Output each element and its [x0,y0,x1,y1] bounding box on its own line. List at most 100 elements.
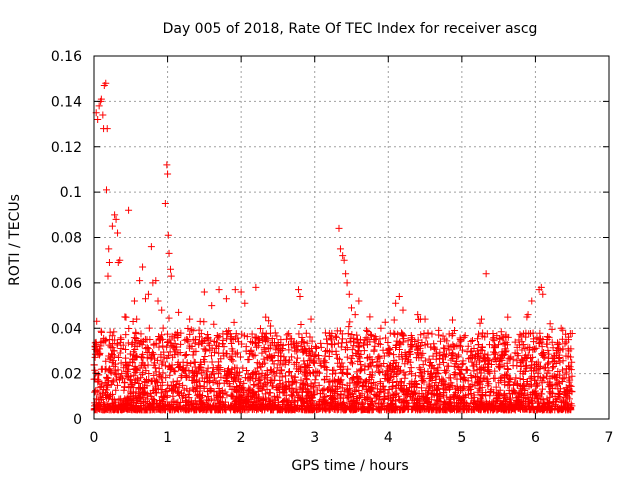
data-point [246,393,254,401]
data-point [501,378,509,386]
data-point [535,336,543,344]
data-point [237,288,245,296]
data-point [459,346,467,354]
data-point [393,364,401,372]
data-point [473,335,481,343]
data-point [251,340,259,348]
data-point [346,335,354,343]
x-tick-label: 6 [531,430,540,446]
data-point [390,357,398,365]
data-point [143,344,151,352]
data-point [295,330,303,338]
y-tick-label: 0.06 [51,276,82,292]
data-point [127,388,135,396]
data-point [262,313,270,321]
data-point [466,383,474,391]
data-point [320,385,328,393]
data-point [528,358,536,366]
data-point [223,371,231,379]
data-point [119,341,127,349]
data-point [417,373,425,381]
data-point [491,367,499,375]
data-point [208,358,216,366]
data-point [472,360,480,368]
data-point [228,345,236,353]
data-point [328,348,336,356]
data-point [208,405,216,413]
data-point [435,375,443,383]
data-point [445,346,453,354]
data-point [296,292,304,300]
data-point [537,283,545,291]
data-point [399,331,407,339]
data-point [182,351,190,359]
data-point [119,375,127,383]
data-point [519,398,527,406]
data-point [190,348,198,356]
data-point [113,381,121,389]
data-point [344,330,352,338]
data-point [489,335,497,343]
data-point [337,363,345,371]
data-point [537,390,545,398]
data-point [434,397,442,405]
data-point [163,393,171,401]
data-point [363,388,371,396]
data-point [489,398,497,406]
data-point [420,406,428,414]
data-point [441,400,449,408]
data-point [310,359,318,367]
data-point [273,393,281,401]
data-point [134,375,142,383]
data-point [192,385,200,393]
data-point [433,384,441,392]
data-point [174,388,182,396]
data-point [351,311,359,319]
data-point [348,331,356,339]
data-point [208,352,216,360]
x-tick-label: 3 [310,430,319,446]
data-point [328,341,336,349]
data-point [483,330,491,338]
data-point [120,364,128,372]
data-point [151,364,159,372]
data-point [443,393,451,401]
data-point [371,342,379,350]
data-point [486,392,494,400]
data-point [506,375,514,383]
data-point [430,391,438,399]
data-point [434,385,442,393]
data-point [280,389,288,397]
data-point [386,346,394,354]
data-point [369,358,377,366]
data-point [303,339,311,347]
data-point [266,397,274,405]
data-point [368,397,376,405]
data-point [524,343,532,351]
data-point [328,403,336,411]
data-point [475,365,483,373]
data-point [233,349,241,357]
data-point [121,405,129,413]
data-point [501,345,509,353]
data-point [373,358,381,366]
data-point [317,339,325,347]
data-point [460,333,468,341]
data-point [215,333,223,341]
data-point [522,333,530,341]
data-point [401,404,409,412]
data-point [167,265,175,273]
data-point [415,315,423,323]
data-point [468,374,476,382]
data-point [96,351,104,359]
data-point [440,344,448,352]
data-point [119,397,127,405]
data-point [117,359,125,367]
data-point [305,357,313,365]
y-tick-label: 0 [73,412,82,428]
data-point [567,366,575,374]
x-tick-label: 2 [237,430,246,446]
data-point [288,353,296,361]
data-point [210,338,218,346]
data-point [235,338,243,346]
